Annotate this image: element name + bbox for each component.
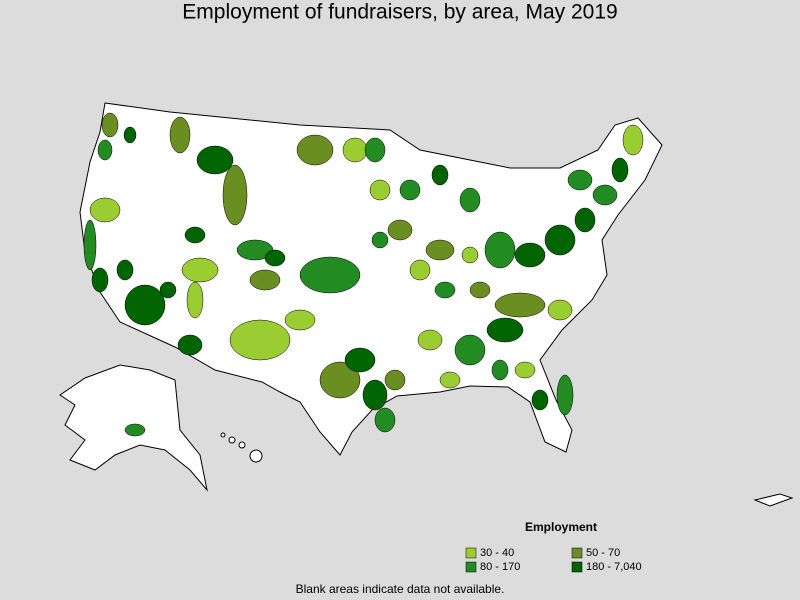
- area: [284, 309, 316, 331]
- area: [371, 231, 389, 249]
- area-fills: [83, 112, 644, 437]
- map-title: Employment of fundraisers, by area, May …: [182, 1, 617, 24]
- area: [97, 139, 113, 161]
- island: [249, 449, 263, 463]
- legend-swatch: [465, 547, 477, 559]
- area: [374, 407, 396, 433]
- area: [364, 137, 386, 163]
- legend-label: 50 - 70: [586, 547, 620, 559]
- legend-swatch: [465, 561, 477, 573]
- island: [220, 432, 226, 438]
- area: [531, 389, 549, 411]
- area: [229, 319, 291, 361]
- area: [439, 371, 461, 389]
- area: [484, 231, 516, 269]
- legend-items: 30 - 40 50 - 70 80 - 170 180 - 7,040: [465, 547, 642, 573]
- area: [169, 116, 191, 154]
- area: [544, 224, 576, 256]
- area: [399, 179, 421, 201]
- area: [556, 374, 574, 416]
- area: [362, 379, 388, 411]
- legend-title: Employment: [525, 520, 597, 534]
- area: [384, 369, 406, 391]
- area: [296, 134, 334, 166]
- area: [249, 269, 281, 291]
- area: [319, 361, 361, 399]
- area: [592, 184, 618, 206]
- area: [469, 281, 491, 299]
- legend: Employment 30 - 40 50 - 70 80 - 170 180 - 7…: [465, 520, 642, 573]
- area: [417, 329, 443, 351]
- area: [461, 246, 479, 264]
- area: [425, 239, 455, 261]
- legend-label: 80 - 170: [480, 561, 520, 573]
- area: [264, 249, 286, 267]
- area: [611, 157, 629, 183]
- footnote: Blank areas indicate data not available.: [296, 582, 505, 596]
- area: [89, 197, 121, 223]
- area: [159, 281, 177, 299]
- area: [299, 256, 361, 294]
- area: [547, 299, 573, 321]
- area: [184, 226, 206, 244]
- area: [514, 361, 536, 379]
- area: [186, 281, 204, 319]
- area: [369, 179, 391, 201]
- area: [459, 187, 481, 213]
- area: [387, 219, 413, 241]
- area: [514, 242, 546, 268]
- area: [622, 124, 644, 156]
- hawaii: [220, 432, 263, 463]
- legend-swatch: [571, 561, 583, 573]
- area: [454, 334, 486, 366]
- area: [181, 257, 219, 283]
- area: [491, 359, 509, 381]
- area: [434, 281, 456, 299]
- area: [83, 219, 97, 271]
- area: [222, 164, 248, 226]
- area: [124, 284, 166, 326]
- area: [342, 137, 368, 163]
- area: [431, 164, 449, 186]
- legend-label: 30 - 40: [480, 547, 514, 559]
- legend-label: 180 - 7,040: [586, 561, 642, 573]
- area: [486, 317, 524, 343]
- legend-swatch: [571, 547, 583, 559]
- puerto-rico: [753, 493, 794, 507]
- area: [101, 112, 119, 138]
- area: [123, 126, 137, 144]
- area: [567, 169, 593, 191]
- island: [228, 436, 236, 444]
- area: [409, 259, 431, 281]
- area: [91, 267, 109, 293]
- area: [494, 292, 546, 318]
- area: [116, 259, 134, 281]
- area: [196, 145, 234, 175]
- area: [177, 334, 203, 356]
- area: [124, 423, 146, 437]
- area: [344, 347, 376, 373]
- island: [238, 441, 246, 449]
- area: [574, 207, 596, 233]
